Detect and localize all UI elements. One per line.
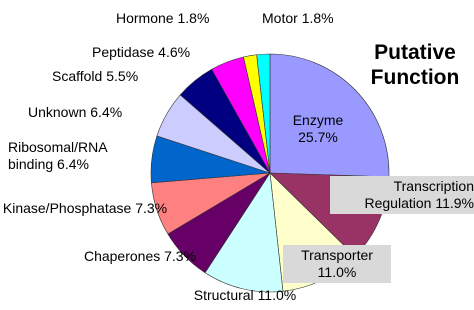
category-name: Chaperones — [83, 248, 161, 264]
slice-label: Ribosomal/RNA binding 6.4% — [8, 139, 123, 173]
chart-title: Putative Function — [370, 41, 460, 89]
value-label: 6.4% — [90, 104, 123, 120]
slice-label: Scaffold 5.5% — [52, 68, 182, 85]
slice-label: Enzyme 25.7% — [283, 112, 353, 146]
slice-label: Unknown 6.4% — [28, 104, 158, 121]
category-name: Hormone — [116, 10, 174, 26]
value-label: 4.6% — [158, 44, 191, 60]
value-label: 6.4% — [57, 156, 89, 172]
value-label: 11.0% — [257, 287, 297, 303]
slice-label: Chaperones 7.3% — [60, 248, 220, 265]
value-label: 11.0% — [317, 264, 357, 280]
category-name: Transcription Regulation — [364, 178, 474, 211]
slice-label: Peptidase 4.6% — [92, 44, 222, 61]
category-name: Kinase/Phosphatase — [2, 200, 132, 216]
value-label: 1.8% — [177, 10, 210, 26]
value-label: 5.5% — [106, 68, 139, 84]
category-name: Structural — [193, 287, 254, 303]
slice-label: Kinase/Phosphatase 7.3% — [0, 200, 170, 217]
pie-slice — [256, 53, 271, 174]
category-name: Transporter — [301, 247, 373, 263]
slice-label: Transcription Regulation 11.9% — [330, 176, 474, 214]
pie-slice — [269, 53, 390, 178]
value-label: 25.7% — [298, 129, 338, 145]
category-name: Motor — [262, 10, 298, 26]
slice-label: Hormone 1.8% — [116, 10, 246, 27]
slice-label: Motor 1.8% — [262, 10, 362, 27]
slice-label: Transporter 11.0% — [283, 245, 391, 283]
category-name: Unknown — [28, 104, 87, 120]
value-label: 7.3% — [135, 200, 168, 216]
category-name: Scaffold — [52, 68, 103, 84]
slice-label: Structural 11.0% — [165, 287, 325, 304]
value-label: 7.3% — [164, 248, 197, 264]
category-name: Enzyme — [292, 112, 344, 128]
category-name: Peptidase — [92, 44, 155, 60]
pie-slice — [204, 172, 284, 293]
value-label: 1.8% — [301, 10, 334, 26]
category-name: Ribosomal/RNA binding — [8, 139, 107, 172]
value-label: 11.9% — [435, 195, 474, 211]
